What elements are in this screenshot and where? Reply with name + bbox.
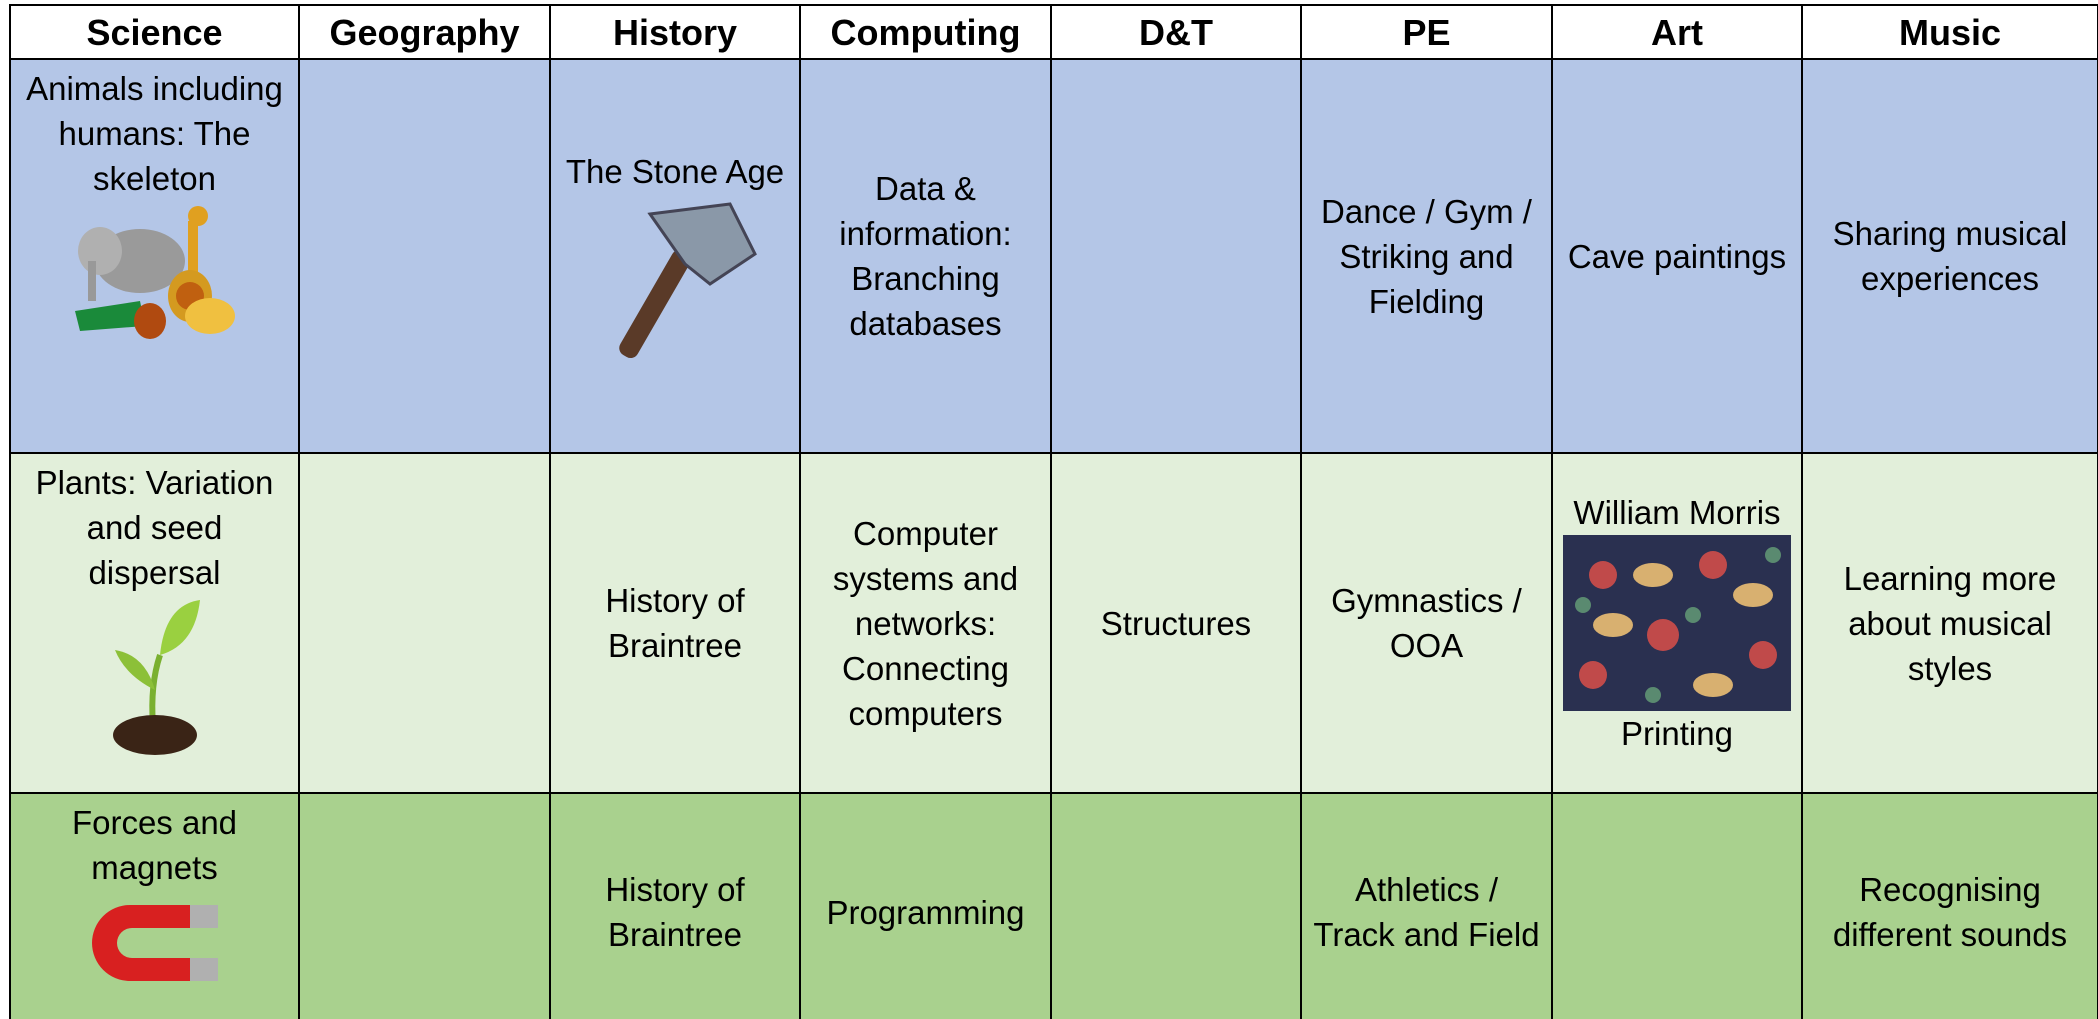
seedling-icon <box>112 600 200 755</box>
cell <box>298 792 551 1019</box>
cell <box>1050 58 1302 454</box>
cell: Cave paintings <box>1551 58 1803 454</box>
cell-text: The Stone Age <box>565 152 785 190</box>
cell-text: Programming <box>826 893 1025 931</box>
cell: Computer systems and networks: Connectin… <box>799 452 1052 794</box>
william-morris-print <box>1563 535 1791 711</box>
cell: Dance / Gym / Striking and Fielding <box>1300 58 1553 454</box>
cell: Gymnastics / OOA <box>1300 452 1553 794</box>
cell <box>1050 792 1302 1019</box>
cell-text: Plants: Variation and seed dispersal <box>35 464 274 591</box>
cell-text: Dance / Gym / Striking and Fielding <box>1321 192 1532 320</box>
column-header: Computing <box>799 4 1052 60</box>
cell: Plants: Variation and seed dispersal <box>9 452 300 794</box>
cell <box>298 58 551 454</box>
cell-text: William Morris <box>1573 494 1781 531</box>
cell: History of Braintree <box>549 792 801 1019</box>
cell: Data & information: Branching databases <box>799 58 1052 454</box>
cell: The Stone Age <box>549 58 801 454</box>
cell: History of Braintree <box>549 452 801 794</box>
cell-text: Data & information: Branching databases <box>839 170 1012 342</box>
cell: Recognising different sounds <box>1801 792 2098 1019</box>
cell-text: Learning more about musical styles <box>1843 559 2057 687</box>
axe-icon <box>619 201 757 358</box>
magnet-icon <box>91 905 218 981</box>
cell: Sharing musical experiences <box>1801 58 2098 454</box>
animals-icon <box>74 206 235 339</box>
cell <box>298 452 551 794</box>
cell: Animals including humans: The skeleton <box>9 58 300 454</box>
column-header: History <box>549 4 801 60</box>
cell: Programming <box>799 792 1052 1019</box>
column-header: Music <box>1801 4 2098 60</box>
column-header: D&T <box>1050 4 1302 60</box>
cell-text: Printing <box>1621 715 1733 752</box>
cell-text: Structures <box>1100 604 1252 642</box>
cell-text: Athletics / Track and Field <box>1313 871 1540 953</box>
cell-text: Computer systems and networks: Connectin… <box>832 514 1019 732</box>
cell-text: History of Braintree <box>605 582 745 664</box>
cell <box>1551 792 1803 1019</box>
cell-text: Cave paintings <box>1567 237 1787 275</box>
cell-text: Sharing musical experiences <box>1832 215 2068 297</box>
cell: Athletics / Track and Field <box>1300 792 1553 1019</box>
cell: Forces and magnets <box>9 792 300 1019</box>
column-header: Geography <box>298 4 551 60</box>
cell: Learning more about musical styles <box>1801 452 2098 794</box>
cell-text: Animals including humans: The skeleton <box>26 70 283 197</box>
cell-text: Gymnastics / OOA <box>1331 582 1522 664</box>
cell-text: History of Braintree <box>605 871 745 953</box>
column-header: Art <box>1551 4 1803 60</box>
column-header: PE <box>1300 4 1553 60</box>
cell: William Morris Printing <box>1551 452 1803 794</box>
cell-text: Recognising different sounds <box>1832 871 2068 953</box>
cell-text: Forces and magnets <box>71 804 238 886</box>
column-header: Science <box>9 4 300 60</box>
cell: Structures <box>1050 452 1302 794</box>
